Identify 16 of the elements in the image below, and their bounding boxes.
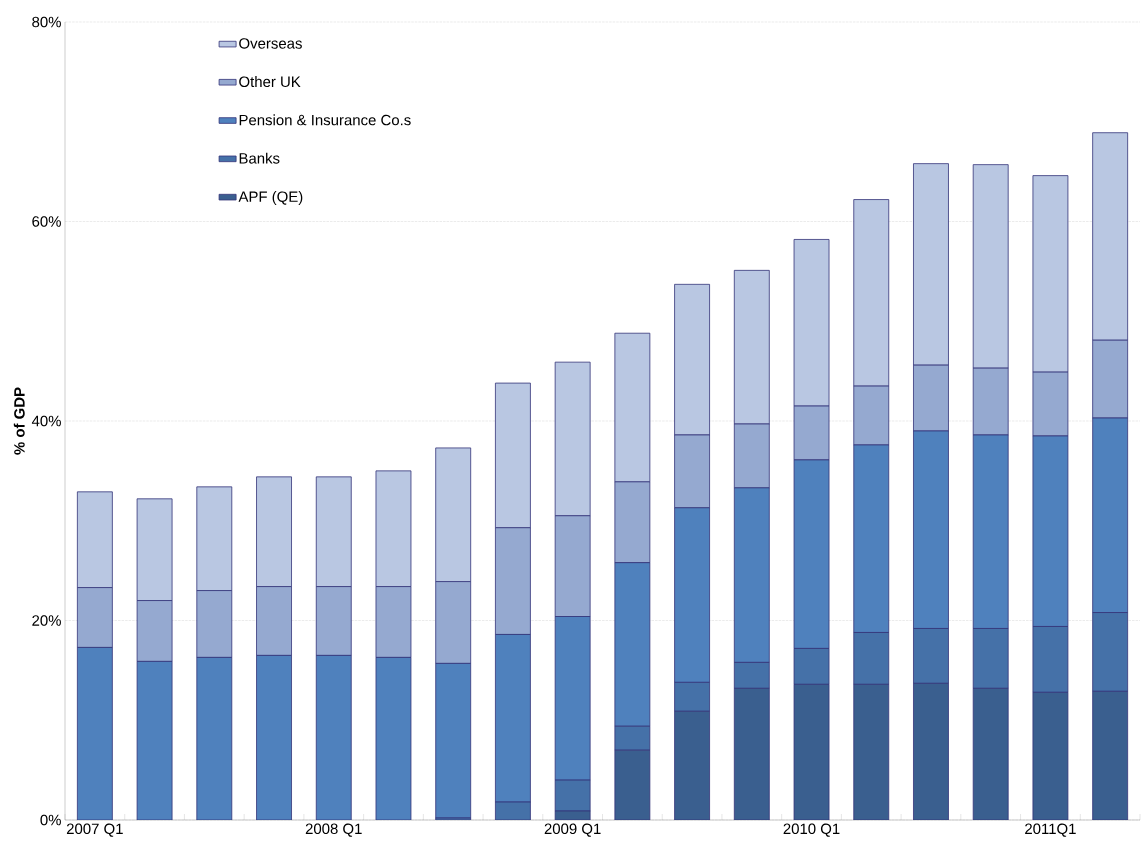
legend-label: Other UK [239,76,301,88]
legend-label: APF (QE) [238,190,303,205]
legend-label: Overseas [239,38,302,49]
y-tick-label: 60% [32,216,61,227]
legend-label: Pension & Insurance Co.s [239,114,411,126]
y-tick-label: 40% [31,415,61,427]
y-tick-label: 0% [40,814,61,826]
legend-label: Banks [239,152,280,164]
y-tick-label: 80% [32,16,61,28]
x-tick-label: 2009 Q1 [544,823,601,837]
x-tick-label: 2011Q1 [1025,823,1076,837]
y-axis-title: % of GDP [13,387,25,455]
x-tick-label: 2010 Q1 [783,823,840,837]
x-tick-label: 2008 Q1 [305,823,362,837]
y-tick-label: 20% [32,615,61,626]
x-tick-label: 2007 Q1 [66,823,123,837]
